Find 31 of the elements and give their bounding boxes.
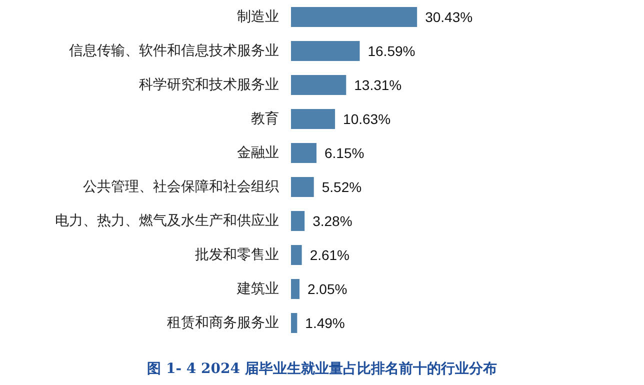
bar (291, 75, 346, 95)
text: 图 1- 4 2024 届毕业生就业量占比排名前十的行业分布 (147, 361, 497, 377)
y-tick-label: 公共管理、社会保障和社会组织 (83, 179, 279, 195)
y-tick-label: 金融业 (237, 145, 279, 161)
bar (291, 7, 418, 27)
bar (291, 109, 336, 129)
data-label: 2.05% (307, 281, 348, 297)
y-tick-label: 批发和零售业 (195, 247, 279, 263)
bar (291, 313, 298, 333)
y-tick-label: 电力、热力、燃气及水生产和供应业 (55, 213, 279, 229)
y-tick-label: 教育 (251, 110, 279, 127)
bar (291, 143, 316, 163)
y-tick-label: 科学研究和技术服务业 (139, 77, 279, 93)
data-label: 2.61% (310, 247, 350, 263)
data-label: 30.43% (425, 9, 473, 25)
bar (291, 279, 300, 299)
data-label: 1.49% (305, 315, 345, 331)
y-tick-label: 制造业 (237, 9, 279, 25)
y-tick-label: 建筑业 (236, 281, 279, 297)
data-label: 3.28% (312, 213, 352, 229)
bar (291, 177, 314, 197)
data-label: 10.63% (343, 111, 391, 127)
y-tick-label: 信息传输、软件和信息技术服务业 (69, 43, 279, 59)
data-label: 5.52% (322, 179, 362, 195)
data-label: 13.31% (354, 77, 402, 93)
bar (291, 41, 360, 61)
data-label: 16.59% (368, 43, 416, 59)
bar (291, 211, 305, 231)
bar (291, 245, 302, 265)
data-label: 6.15% (324, 145, 364, 161)
y-tick-label: 租赁和商务服务业 (167, 315, 279, 331)
